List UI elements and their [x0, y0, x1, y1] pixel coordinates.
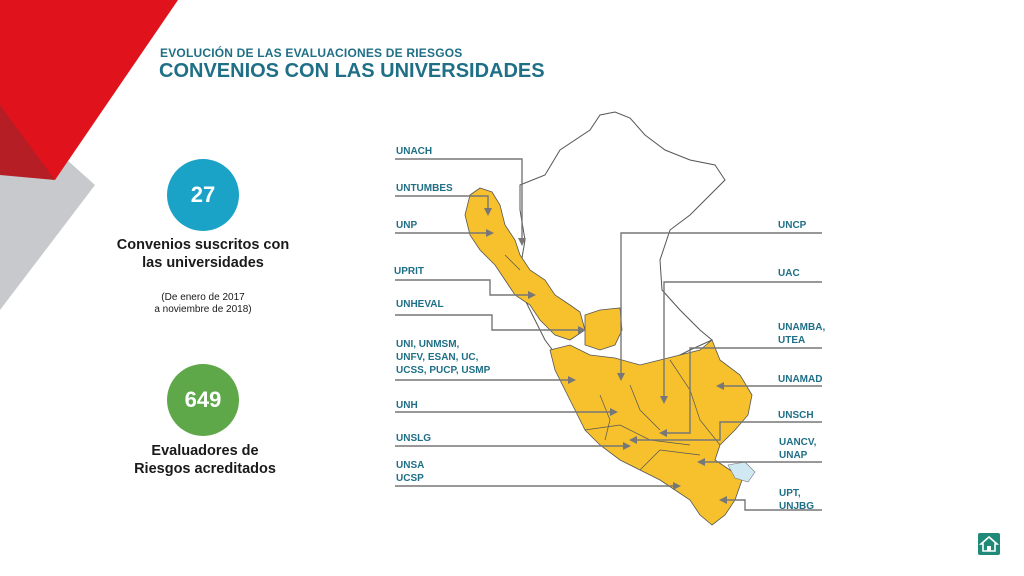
stat-label-agreements: Convenios suscritos con las universidade… — [116, 237, 290, 271]
label-unslg: UNSLG — [396, 433, 431, 444]
home-button[interactable] — [978, 533, 1000, 555]
label-lima-universities: UNI, UNMSM, UNFV, ESAN, UC, UCSS, PUCP, … — [396, 339, 491, 376]
right-leader-lines — [620, 232, 822, 511]
stat-label-evaluators: Evaluadores de Riesgos acreditados — [134, 443, 276, 477]
label-unsa-ucsp: UNSA UCSP — [396, 460, 425, 484]
label-upt-unjbg: UPT, UNJBG — [779, 488, 815, 512]
dark-red-triangle — [0, 105, 55, 180]
label-unamad: UNAMAD — [778, 374, 823, 385]
label-unh: UNH — [396, 400, 418, 411]
page-subtitle: EVOLUCIÓN DE LAS EVALUACIONES DE RIESGOS — [160, 46, 463, 60]
arrowheads — [484, 208, 727, 504]
page-title: CONVENIOS CON LAS UNIVERSIDADES — [159, 60, 545, 82]
map-covered-north — [464, 187, 586, 341]
map-covered-central — [584, 307, 623, 351]
label-uprit: UPRIT — [394, 266, 424, 277]
red-triangle — [0, 0, 178, 180]
label-unheval: UNHEVAL — [396, 299, 444, 310]
stat-circle-agreements: 27 — [167, 159, 239, 231]
left-leader-lines — [395, 158, 675, 487]
map-internal-borders — [504, 254, 721, 471]
label-unach: UNACH — [396, 146, 433, 157]
label-uac: UAC — [778, 268, 800, 279]
label-untumbes: UNTUMBES — [396, 183, 453, 194]
map-covered-south — [549, 339, 753, 526]
corner-decoration — [0, 0, 178, 310]
label-uncp: UNCP — [778, 220, 807, 231]
home-icon — [978, 535, 1000, 552]
label-uancv-unap: UANCV, UNAP — [779, 437, 817, 461]
stat-note-period: (De enero de 2017 a noviembre de 2018) — [154, 292, 252, 315]
label-unp: UNP — [396, 220, 418, 231]
label-unsch: UNSCH — [778, 410, 814, 421]
label-unamba-utea: UNAMBA, UTEA — [778, 322, 826, 346]
stat-circle-evaluators: 649 — [167, 364, 239, 436]
